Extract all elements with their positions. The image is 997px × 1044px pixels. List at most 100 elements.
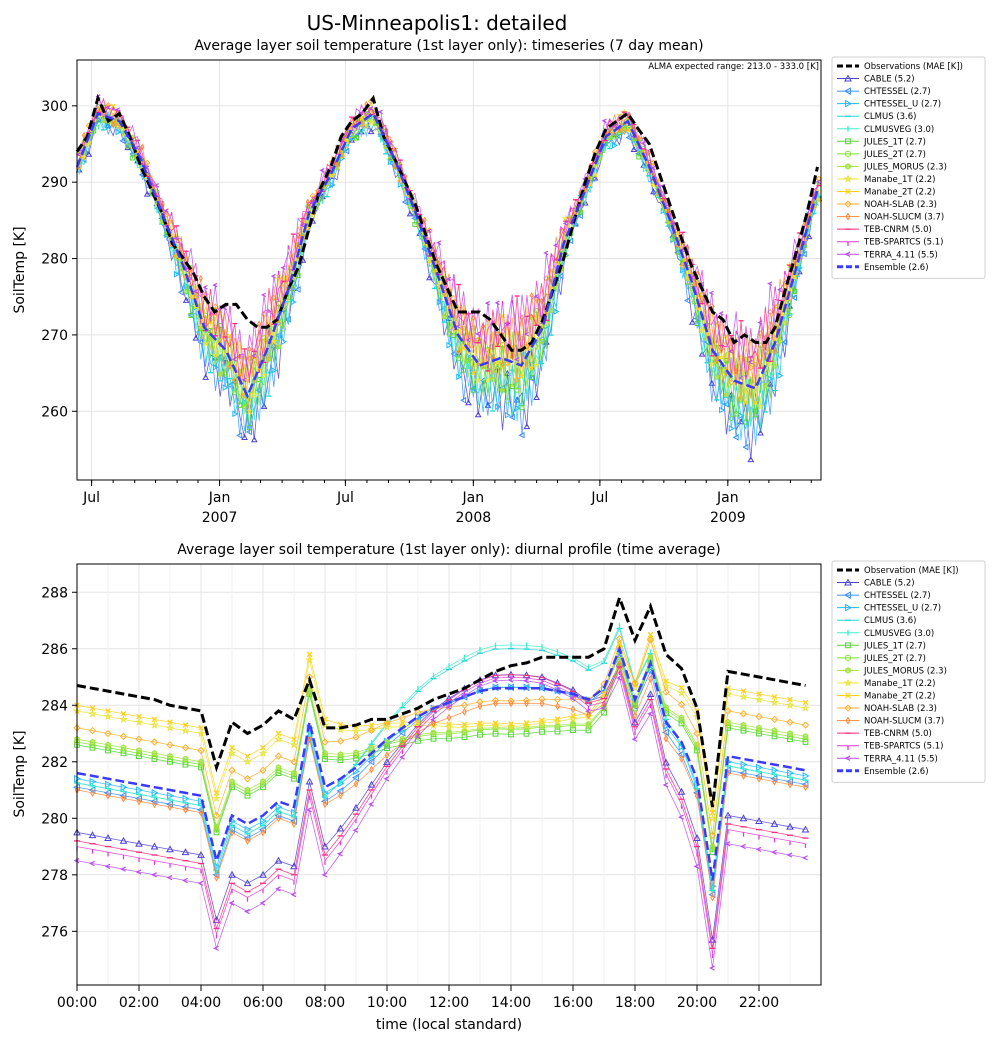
x-tick-label: Jan — [208, 490, 231, 506]
x-tick-label: 00:00 — [57, 995, 97, 1011]
timeseries-point — [110, 103, 116, 109]
diurnal-point — [244, 753, 251, 759]
diurnal-point — [787, 730, 793, 737]
diurnal-point — [461, 721, 468, 728]
diurnal-point — [801, 703, 810, 712]
diurnal-point — [646, 690, 655, 698]
diurnal-point — [229, 778, 235, 785]
timeseries-point — [231, 357, 237, 362]
diurnal-point — [679, 754, 684, 763]
legend-entry-terra-4-11: TERRA_4.11 (5.5) — [837, 754, 938, 764]
diurnal-point — [770, 697, 779, 707]
diurnal-point — [275, 764, 282, 771]
diurnal-point — [586, 711, 591, 719]
diurnal-point — [274, 734, 283, 743]
diurnal-point — [693, 729, 701, 738]
timeseries-point — [270, 273, 276, 279]
timeseries-point — [115, 128, 122, 136]
legend-entry-jules-morus: JULES_MORUS (2.3) — [837, 666, 947, 676]
timeseries-point — [377, 109, 383, 115]
timeseries-point — [114, 107, 121, 112]
diurnal-ticks: 276 278 280 282 284 286 288 00:00 02:00 04:00 06:0… — [41, 585, 779, 1011]
y-tick-label: 280 — [41, 811, 68, 827]
diurnal-point — [90, 788, 95, 797]
timeseries-point — [290, 286, 296, 292]
diurnal-point — [352, 733, 360, 741]
timeseries-point — [728, 425, 735, 432]
diurnal-point — [523, 678, 529, 684]
legend-entry-cable: CABLE (5.2) — [837, 74, 915, 85]
timeseries-point — [237, 353, 242, 361]
diurnal-point — [693, 834, 701, 841]
timeseries-point — [329, 181, 336, 189]
diurnal-point — [197, 850, 205, 858]
timeseries-point — [208, 315, 213, 323]
legend-label: TEB-CNRM (5.0) — [863, 729, 932, 739]
diurnal-point — [446, 729, 452, 736]
timeseries-point — [504, 411, 511, 419]
timeseries-point — [680, 266, 687, 274]
timeseries-point — [182, 296, 190, 303]
diurnal-point — [616, 675, 622, 681]
diurnal-point — [601, 709, 607, 716]
timeseries-point — [694, 320, 700, 326]
legend-marker — [844, 251, 851, 257]
timeseries-point — [260, 292, 267, 298]
timeseries-point — [792, 274, 798, 280]
timeseries-point — [188, 312, 194, 318]
legend-entry-jules-1t: JULES_1T (2.7) — [837, 137, 926, 147]
diurnal-point — [693, 863, 700, 869]
diurnal-point — [570, 720, 576, 728]
diurnal-point — [678, 814, 684, 820]
diurnal-point — [538, 673, 546, 681]
legend-marker — [845, 188, 851, 195]
diurnal-point — [291, 769, 297, 777]
diurnal-main-lines — [76, 593, 806, 881]
diurnal-point — [166, 741, 174, 749]
diurnal-point — [105, 708, 111, 714]
timeseries-point — [757, 429, 764, 436]
diurnal-point — [709, 809, 716, 816]
legend-label: Observations (MAE [K]) — [864, 62, 963, 72]
y-tick-label: 280 — [41, 252, 68, 268]
diurnal-point — [120, 744, 127, 751]
timeseries-point — [636, 134, 641, 142]
diurnal-point — [291, 736, 297, 743]
diurnal-point — [321, 872, 328, 878]
timeseries-point — [81, 155, 87, 161]
x-tick-label: 10:00 — [367, 995, 407, 1011]
diurnal-point — [136, 713, 142, 720]
timeseries-point — [290, 298, 297, 306]
timeseries-point — [529, 374, 535, 380]
legend-entry-jules-2t: JULES_2T (2.7) — [837, 654, 926, 664]
diurnal-point — [244, 786, 251, 794]
timeseries-point — [640, 141, 646, 146]
timeseries-point — [728, 379, 735, 386]
legend-label: TERRA_4.11 (5.5) — [863, 250, 938, 260]
diurnal-point — [305, 655, 314, 664]
x-tick-label: Jan — [716, 490, 739, 506]
timeseries-point — [519, 314, 525, 322]
timeseries-point — [792, 288, 798, 294]
diurnal-point — [89, 705, 96, 711]
diurnal-point — [227, 748, 237, 757]
timeseries-point — [354, 135, 360, 141]
timeseries-point — [241, 434, 248, 441]
diurnal-point — [677, 688, 686, 697]
legend-entry-clmus: CLMUS (3.6) — [837, 112, 916, 122]
timeseries-point — [791, 294, 798, 302]
diurnal-point — [663, 704, 669, 711]
legend-entry-cable: CABLE (5.2) — [837, 578, 915, 589]
diurnal-point — [73, 858, 80, 864]
timeseries-point — [529, 365, 535, 371]
x-tick-label: 08:00 — [305, 995, 345, 1011]
timeseries-line-terra-4-11 — [78, 96, 820, 380]
diurnal-point — [772, 777, 777, 786]
diurnal-line-observations — [76, 593, 806, 808]
diurnal-point — [150, 842, 159, 850]
timeseries-point — [237, 402, 243, 408]
timeseries-point — [772, 303, 778, 309]
timeseries-point — [523, 423, 531, 430]
diurnal-point — [214, 873, 219, 882]
timeseries-point — [733, 411, 739, 417]
